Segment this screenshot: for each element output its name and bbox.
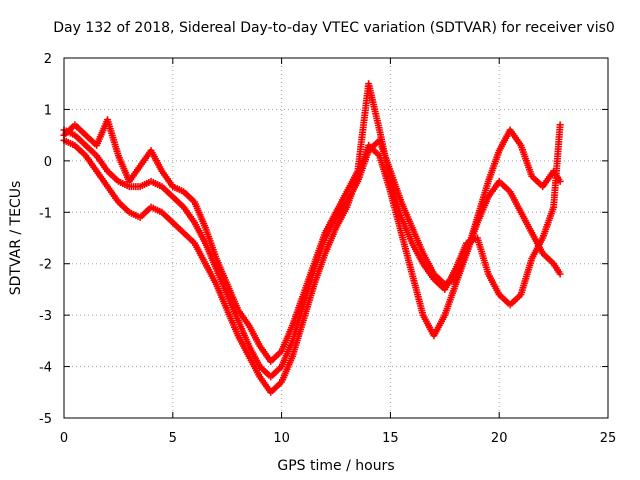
x-axis: 0 5 10 15 20 25 bbox=[60, 58, 616, 446]
y-tick-label: 2 bbox=[44, 52, 52, 67]
y-axis-label: SDTVAR / TECUs bbox=[8, 181, 24, 296]
y-tick-label: -3 bbox=[39, 309, 52, 324]
x-tick-label: 25 bbox=[600, 431, 617, 446]
y-tick-label: -1 bbox=[39, 206, 52, 221]
chart-title: Day 132 of 2018, Sidereal Day-to-day VTE… bbox=[53, 20, 615, 36]
track-a-point bbox=[556, 177, 564, 185]
x-axis-label: GPS time / hours bbox=[277, 458, 394, 474]
x-tick-label: 5 bbox=[169, 431, 177, 446]
y-tick-label: 0 bbox=[44, 155, 52, 170]
x-tick-label: 0 bbox=[60, 431, 68, 446]
y-tick-label: -5 bbox=[39, 412, 52, 427]
y-tick-label: -4 bbox=[39, 361, 52, 376]
track-c-point bbox=[556, 121, 564, 129]
x-tick-label: 10 bbox=[273, 431, 290, 446]
grid-lines bbox=[64, 58, 608, 418]
data-points bbox=[60, 80, 564, 396]
plot-frame bbox=[63, 57, 609, 419]
y-tick-label: -2 bbox=[39, 258, 52, 273]
track-b-point bbox=[556, 270, 564, 278]
x-tick-label: 20 bbox=[491, 431, 508, 446]
x-tick-label: 15 bbox=[382, 431, 399, 446]
y-tick-label: 1 bbox=[44, 103, 52, 118]
y-axis: -5 -4 -3 -2 -1 0 1 2 bbox=[39, 52, 608, 427]
